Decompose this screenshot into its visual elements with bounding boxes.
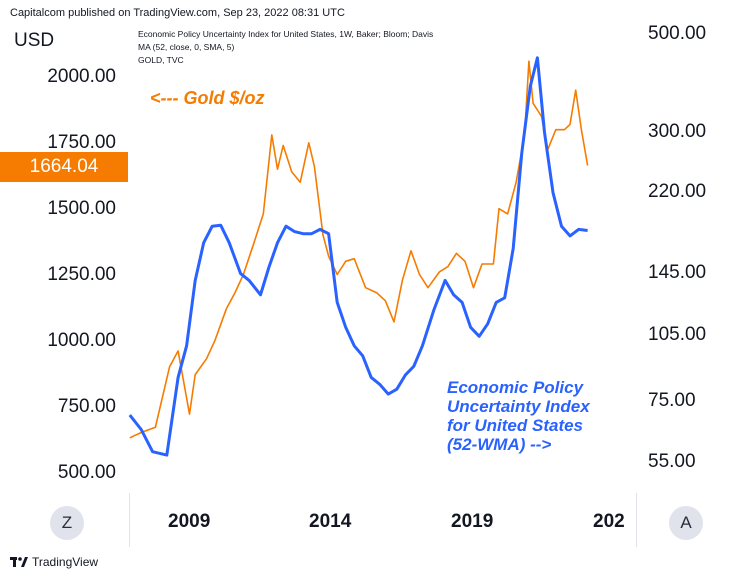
epu-annotation-line: for United States xyxy=(447,416,584,435)
legend-gold: GOLD, TVC xyxy=(138,55,184,65)
right-tick-105: 105.00 xyxy=(648,324,707,345)
epu-index-line xyxy=(128,56,588,457)
right-tick-145: 145.00 xyxy=(648,262,707,283)
right-tick-55: 55.00 xyxy=(648,451,696,472)
epu-annotation-line: Economic Policy xyxy=(447,378,584,397)
left-tick-2000: 2000.00 xyxy=(47,66,116,87)
zoom-button[interactable]: Z xyxy=(50,506,84,540)
left-tick-1000: 1000.00 xyxy=(47,330,116,351)
epu-annotation-line: (52-WMA) --> xyxy=(447,435,552,454)
right-tick-75: 75.00 xyxy=(648,390,696,411)
tradingview-logo-icon xyxy=(10,556,28,567)
left-tick-500: 500.00 xyxy=(57,462,116,483)
x-tick-2014: 2014 xyxy=(309,511,352,532)
left-tick-750: 750.00 xyxy=(57,396,116,417)
auto-scale-button[interactable]: A xyxy=(669,506,703,540)
time-axis-left-border xyxy=(129,493,130,547)
right-tick-300: 300.00 xyxy=(648,121,707,142)
right-tick-500: 500.00 xyxy=(648,23,707,44)
left-tick-1750: 1750.00 xyxy=(47,132,116,153)
epu-annotation: Economic Policy Uncertainty Index for Un… xyxy=(447,378,590,454)
gold-annotation: <--- Gold $/oz xyxy=(150,88,265,108)
x-tick-2019: 2019 xyxy=(451,511,494,532)
left-axis-unit: USD xyxy=(14,30,55,51)
left-tick-1250: 1250.00 xyxy=(47,264,116,285)
time-axis-right-border xyxy=(636,493,637,547)
legend-epu: Economic Policy Uncertainty Index for Un… xyxy=(138,29,434,39)
x-tick-2009: 2009 xyxy=(168,511,211,532)
brand-name: TradingView xyxy=(32,555,99,569)
right-tick-220: 220.00 xyxy=(648,181,707,202)
chart-legend: Economic Policy Uncertainty Index for Un… xyxy=(138,28,433,67)
legend-ma: MA (52, close, 0, SMA, 5) xyxy=(138,42,235,52)
tradingview-brand[interactable]: TradingView xyxy=(10,555,98,569)
x-tick-2024: 202 xyxy=(593,511,625,532)
epu-annotation-line: Uncertainty Index xyxy=(447,397,590,416)
left-tick-1500: 1500.00 xyxy=(47,198,116,219)
gold-price-badge: 1664.04 xyxy=(0,152,128,182)
publisher-caption: Capitalcom published on TradingView.com,… xyxy=(10,7,345,19)
